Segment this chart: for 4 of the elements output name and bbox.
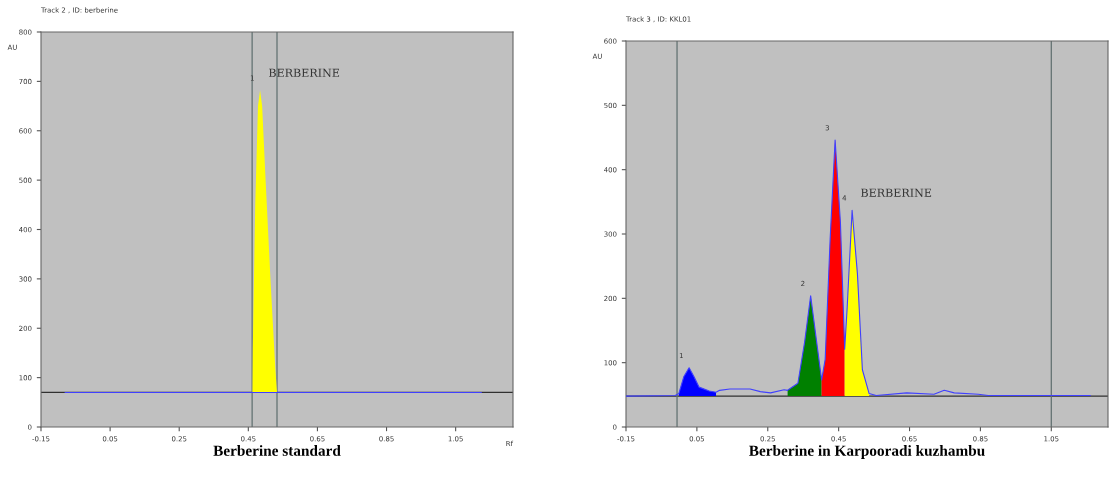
annotation: BERBERINE bbox=[269, 68, 340, 77]
annotation: BERBERINE bbox=[861, 188, 932, 197]
text: Berberine in Karpooradi kuzhambu bbox=[749, 445, 985, 459]
text: Berberine standard bbox=[213, 445, 341, 456]
